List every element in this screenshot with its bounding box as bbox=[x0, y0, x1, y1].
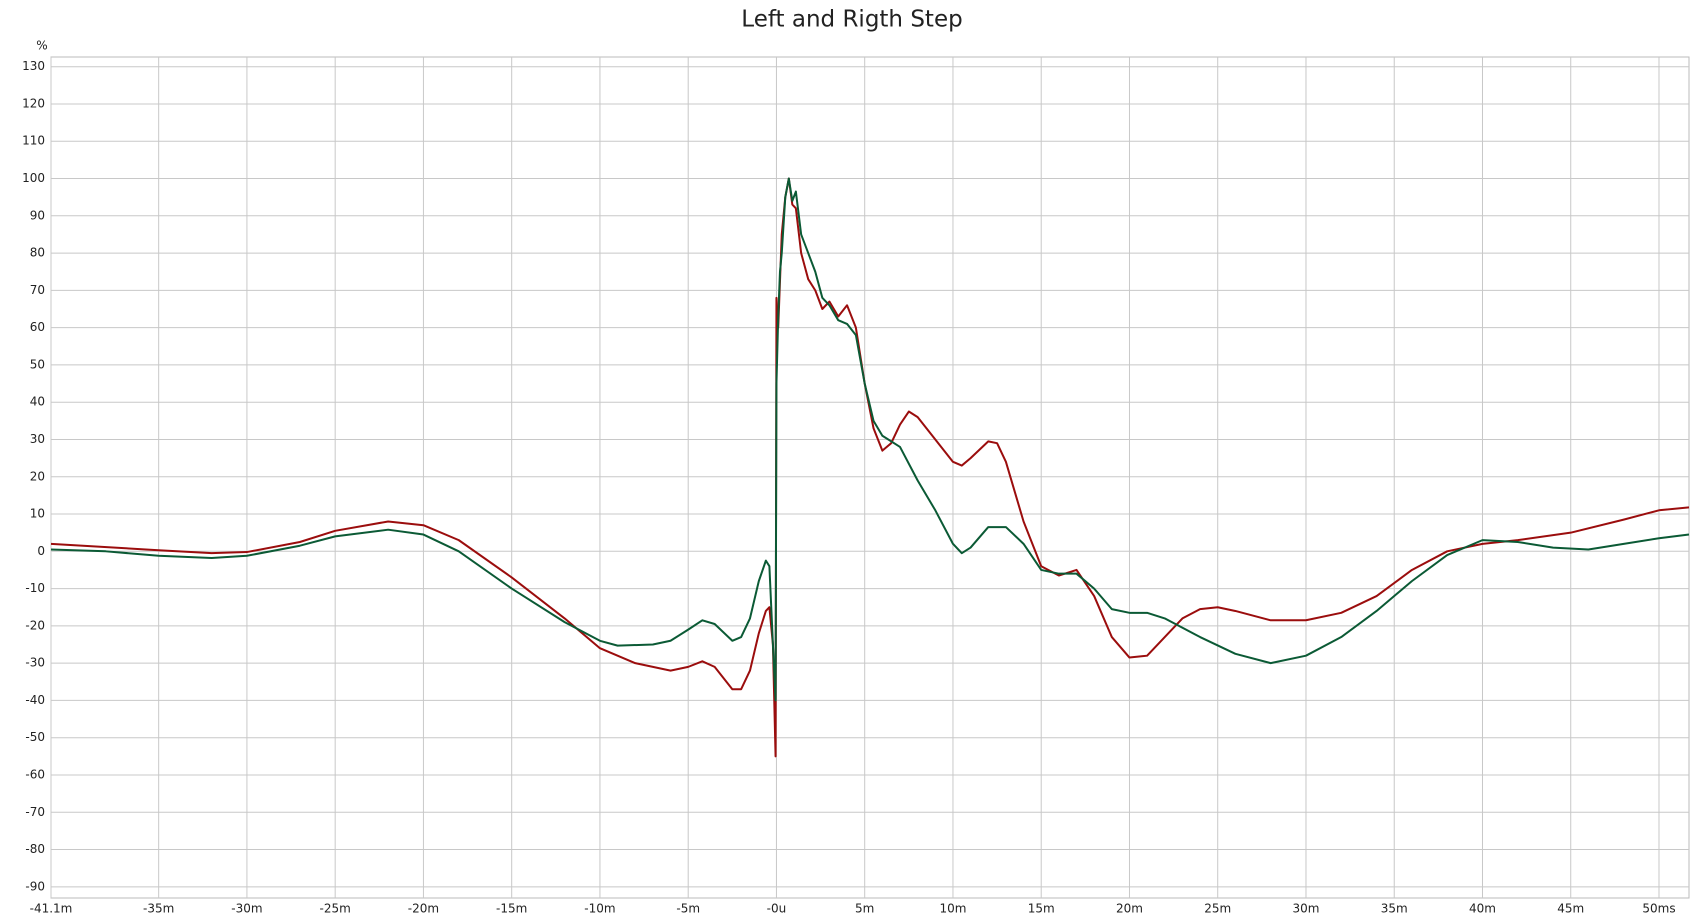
y-tick-label: -80 bbox=[25, 842, 45, 856]
y-tick-label: -30 bbox=[25, 656, 45, 670]
y-tick-label: 50 bbox=[30, 357, 45, 371]
x-tick-label: -35m bbox=[143, 902, 174, 916]
y-tick-label: -40 bbox=[25, 693, 45, 707]
y-tick-label: -50 bbox=[25, 730, 45, 744]
line-series bbox=[50, 177, 1690, 702]
y-tick-label: 80 bbox=[30, 246, 45, 260]
line-series bbox=[50, 177, 1690, 758]
y-tick-label: 40 bbox=[30, 395, 45, 409]
y-tick-label: 0 bbox=[37, 544, 45, 558]
x-tick-label: -30m bbox=[231, 902, 262, 916]
x-tick-label: 25m bbox=[1204, 902, 1231, 916]
x-tick-label: -20m bbox=[408, 902, 439, 916]
x-tick-label: -41.1m bbox=[30, 902, 73, 916]
y-axis-label: % bbox=[36, 39, 47, 53]
x-tick-label: -15m bbox=[496, 902, 527, 916]
x-tick-label: 10m bbox=[939, 902, 966, 916]
chart-title: Left and Rigth Step bbox=[741, 7, 962, 33]
y-tick-label: 110 bbox=[22, 134, 45, 148]
x-tick-label: 30m bbox=[1292, 902, 1319, 916]
y-tick-label: 120 bbox=[22, 96, 45, 110]
y-tick-label: 60 bbox=[30, 320, 45, 334]
y-tick-label: 20 bbox=[30, 469, 45, 483]
plot-area bbox=[50, 56, 1690, 899]
x-tick-label: -5m bbox=[676, 902, 700, 916]
x-tick-label: -10m bbox=[584, 902, 615, 916]
y-tick-label: -10 bbox=[25, 581, 45, 595]
x-tick-label: -25m bbox=[320, 902, 351, 916]
y-tick-label: -70 bbox=[25, 805, 45, 819]
x-tick-label: 20m bbox=[1116, 902, 1143, 916]
x-tick-label: -0u bbox=[767, 902, 787, 916]
x-tick-label: 35m bbox=[1381, 902, 1408, 916]
x-tick-label: 5m bbox=[855, 902, 874, 916]
y-tick-label: -20 bbox=[25, 618, 45, 632]
y-tick-label: -90 bbox=[25, 879, 45, 893]
y-tick-label: 100 bbox=[22, 171, 45, 185]
y-tick-label: 90 bbox=[30, 208, 45, 222]
y-tick-label: 130 bbox=[22, 59, 45, 73]
x-tick-label: 40m bbox=[1469, 902, 1496, 916]
y-tick-label: 10 bbox=[30, 507, 45, 521]
x-tick-label: 45m bbox=[1557, 902, 1584, 916]
y-tick-label: 30 bbox=[30, 432, 45, 446]
x-tick-label: 15m bbox=[1028, 902, 1055, 916]
y-tick-label: -60 bbox=[25, 767, 45, 781]
y-tick-label: 70 bbox=[30, 283, 45, 297]
x-tick-label: 50ms bbox=[1642, 902, 1675, 916]
